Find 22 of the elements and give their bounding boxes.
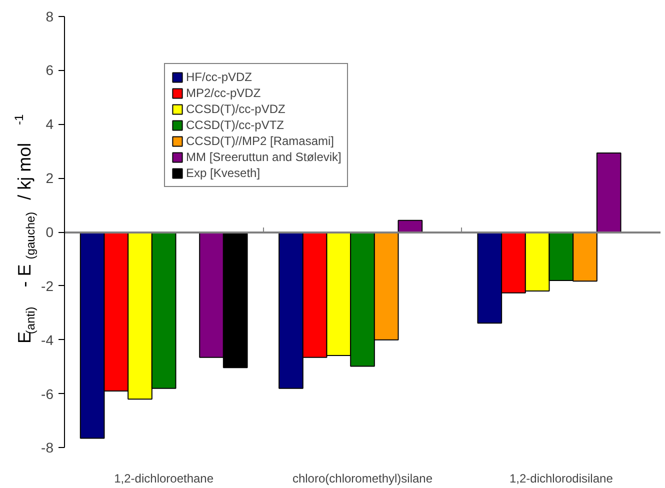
- y-tick-label: -6: [41, 386, 54, 402]
- y-tick-label: 4: [46, 116, 54, 132]
- y-tick-label: 0: [46, 224, 54, 240]
- y-tick-label: -4: [41, 332, 54, 348]
- legend-label: CCSD(T)/cc-pVDZ: [186, 102, 286, 116]
- legend-label: Exp [Kveseth]: [186, 166, 260, 180]
- bar: [596, 152, 622, 232]
- legend-label: CCSD(T)//MP2 [Ramasami]: [186, 134, 334, 148]
- legend-label: MM [Sreeruttun and Stølevik]: [186, 150, 342, 164]
- legend-label: CCSD(T)/cc-pVTZ: [186, 118, 284, 132]
- y-tick-label: 6: [46, 62, 54, 78]
- legend-label: HF/cc-pVDZ: [186, 70, 252, 84]
- y-tick-label: -2: [41, 278, 54, 294]
- y-tick-label: 8: [46, 8, 54, 24]
- x-tick-label: chloro(chloromethyl)silane: [292, 472, 433, 486]
- legend-label: MP2/cc-pVDZ: [186, 86, 261, 100]
- x-tick-label: 1,2-dichloroethane: [114, 472, 214, 486]
- y-tick-label: -8: [41, 440, 54, 456]
- x-tick-label: 1,2-dichlorodisilane: [509, 472, 614, 486]
- text: E(anti) - E(gauche) / kj mol-1: [12, 114, 38, 344]
- bar: [398, 220, 423, 232]
- y-tick-label: 2: [46, 170, 54, 186]
